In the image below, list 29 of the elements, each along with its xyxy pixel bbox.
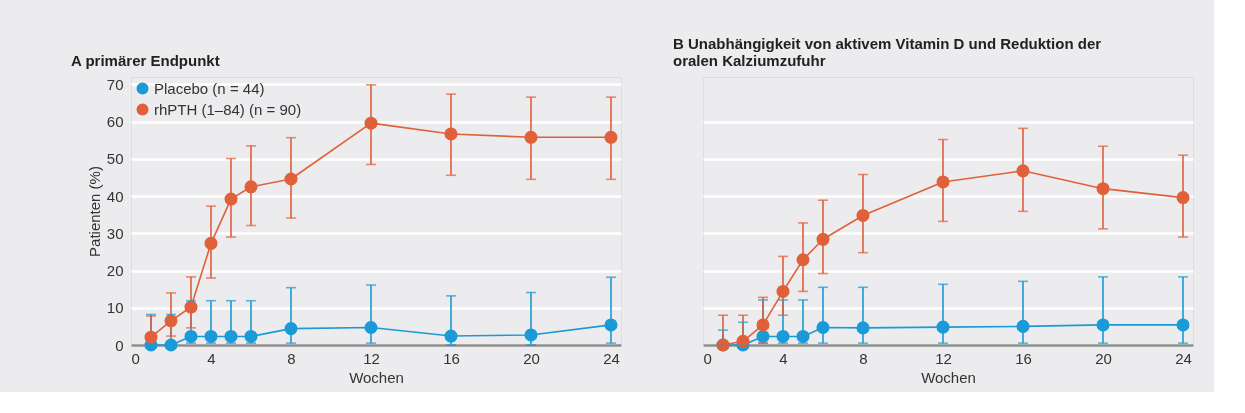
y-axis-title: Patienten (%) [85,166,103,257]
y-tick-label: 0 [115,336,124,354]
y-tick-label: 60 [106,113,124,131]
x-tick-label: 4 [779,349,788,367]
x-tick-label: 16 [443,349,460,367]
x-tick-label: 20 [1095,349,1112,367]
y-tick-label: 30 [106,224,124,242]
x-tick-label: 0 [131,349,140,367]
chart-title: A primärer Endpunkt [71,52,220,69]
x-tick-label: 24 [1175,349,1192,367]
x-tick-label: 24 [603,349,620,367]
chart-title: B Unabhängigkeit von aktivem Vitamin D und Reduktion der oralen Kalziumzufuhr [673,35,1102,69]
x-tick-label: 20 [523,349,540,367]
y-tick-label: 70 [106,75,124,93]
x-axis-title: Wochen [921,368,976,386]
x-tick-label: 12 [935,349,952,367]
x-tick-label: 0 [703,349,712,367]
y-tick-label: 50 [106,150,124,168]
y-tick-label: 40 [106,187,124,205]
x-axis-title: Wochen [349,368,404,386]
x-tick-label: 8 [287,349,296,367]
x-tick-label: 4 [207,349,216,367]
y-tick-label: 20 [106,262,124,280]
y-tick-label: 10 [106,299,124,317]
x-tick-label: 16 [1015,349,1032,367]
legend-label: rhPTH (1–84) (n = 90) [154,100,302,118]
x-tick-label: 8 [859,349,868,367]
legend-label: Placebo (n = 44) [154,79,265,97]
x-tick-label: 12 [363,349,380,367]
